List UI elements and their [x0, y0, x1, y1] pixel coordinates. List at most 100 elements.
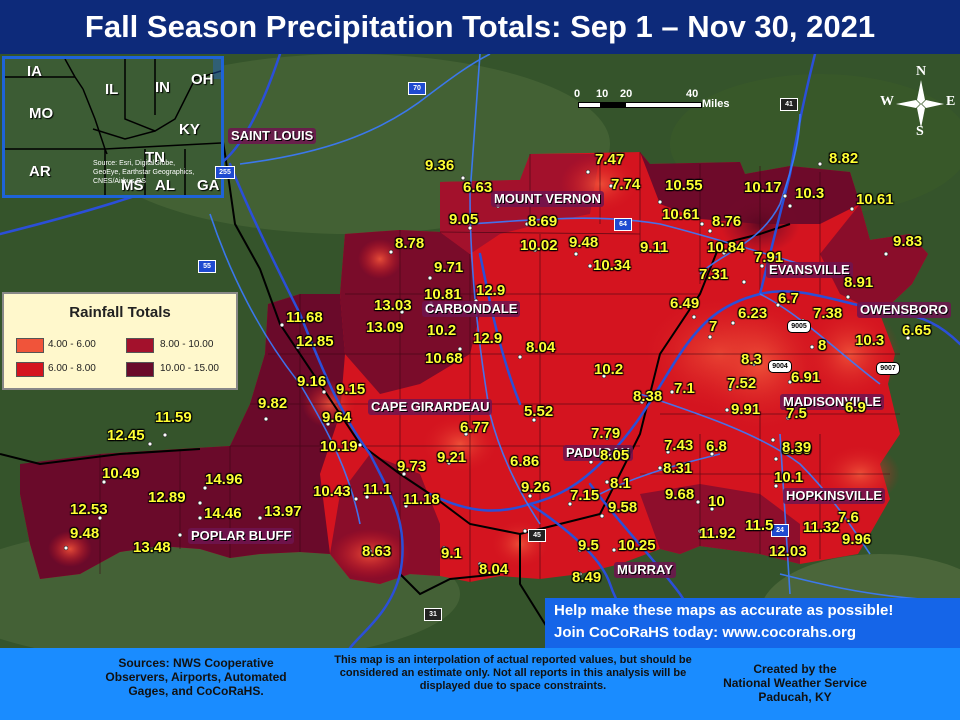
obs-value: 8.39 — [782, 441, 812, 458]
obs-value: 10.2 — [594, 361, 624, 378]
obs-value: 8.69 — [528, 213, 558, 230]
footer-credit-line-1: Created by the — [753, 662, 837, 676]
inset-state-ar: AR — [29, 163, 51, 180]
obs-value: 7.6 — [838, 509, 859, 526]
cocorahs-promo-banner[interactable]: Help make these maps as accurate as poss… — [545, 598, 960, 648]
obs-value: 10.3 — [795, 185, 825, 202]
inset-state-ga: GA — [197, 177, 220, 194]
obs-value: 7.47 — [595, 151, 625, 168]
inset-state-lines — [5, 59, 221, 195]
route-9004-shield-icon: 9004 — [768, 360, 792, 373]
inset-state-in: IN — [155, 79, 170, 96]
route-9007-shield-icon: 9007 — [876, 362, 900, 375]
i255-shield-icon: 255 — [215, 166, 235, 179]
city-poplar-bluff: POPLAR BLUFF — [188, 528, 295, 544]
obs-value: 7.91 — [754, 249, 784, 266]
inset-source-credit: Source: Esri, DigitalGlobe, GeoEye, Eart… — [93, 160, 195, 185]
inset-state-il: IL — [105, 81, 119, 98]
obs-value: 11.59 — [155, 409, 192, 426]
promo-line-1: Help make these maps as accurate as poss… — [554, 602, 894, 619]
obs-value: 12.89 — [148, 489, 186, 506]
obs-value: 8 — [818, 337, 827, 354]
legend-label-6-8: 6.00 - 8.00 — [48, 363, 96, 374]
obs-value: 11.1 — [363, 481, 392, 498]
obs-value: 11.92 — [699, 525, 736, 542]
i24-shield-icon: 24 — [771, 524, 789, 537]
obs-value: 10.3 — [855, 332, 885, 349]
map-title: Fall Season Precipitation Totals: Sep 1 … — [0, 0, 960, 54]
obs-value: 8.05 — [600, 447, 630, 464]
legend-label-10-15: 10.00 - 15.00 — [160, 363, 219, 374]
city-madisonville: MADISONVILLE — [780, 394, 885, 410]
obs-value: 9.82 — [258, 395, 288, 412]
obs-value: 12.9 — [473, 330, 503, 347]
city-saint-louis: SAINT LOUIS — [228, 128, 317, 144]
obs-value: 7.74 — [611, 176, 641, 193]
i70-shield-icon: 70 — [408, 82, 426, 95]
obs-value: 8.3 — [741, 351, 762, 368]
scale-bar-segment — [600, 103, 626, 107]
obs-value: 9.36 — [425, 157, 455, 174]
promo-line-2[interactable]: Join CoCoRaHS today: www.cocorahs.org — [554, 624, 856, 641]
i64-shield-icon: 64 — [614, 218, 632, 231]
footer-sources: Sources: NWS Cooperative Observers, Airp… — [105, 656, 287, 698]
obs-value: 8.49 — [572, 569, 602, 586]
obs-value: 9.48 — [569, 234, 599, 251]
obs-value: 9.64 — [322, 409, 352, 426]
obs-value: 12.03 — [769, 543, 807, 560]
obs-value: 6.7 — [778, 290, 799, 307]
compass-s: S — [916, 124, 924, 139]
obs-value: 12.53 — [70, 501, 108, 518]
obs-value: 11.18 — [403, 491, 440, 508]
obs-value: 6.63 — [463, 179, 493, 196]
legend-title: Rainfall Totals — [69, 304, 171, 321]
obs-value: 10.1 — [774, 469, 804, 486]
scale-tick-40: 40 — [686, 88, 699, 100]
obs-value: 6.65 — [902, 322, 932, 339]
obs-value: 8.1 — [610, 475, 631, 492]
compass-w: W — [880, 94, 894, 109]
obs-value: 9.1 — [441, 545, 462, 562]
obs-value: 7.5 — [786, 405, 807, 422]
inset-state-al: AL — [155, 177, 175, 194]
obs-value: 8.78 — [395, 235, 425, 252]
obs-value: 11.5 — [745, 517, 774, 534]
obs-value: 10.61 — [662, 206, 700, 223]
obs-value: 5.52 — [524, 403, 554, 420]
obs-value: 8.31 — [663, 460, 693, 477]
obs-value: 9.21 — [437, 449, 467, 466]
obs-value: 10.49 — [102, 465, 140, 482]
obs-value: 7.31 — [699, 266, 729, 283]
obs-value: 7.38 — [813, 305, 843, 322]
footer-bar: Sources: NWS Cooperative Observers, Airp… — [0, 648, 960, 720]
obs-value: 9.15 — [336, 381, 366, 398]
footer-credit: Created by the National Weather Service … — [700, 662, 890, 704]
obs-value: 7.1 — [674, 380, 695, 397]
obs-value: 6.91 — [791, 369, 821, 386]
obs-value: 14.46 — [204, 505, 242, 522]
obs-value: 13.03 — [374, 297, 412, 314]
city-carbondale: CARBONDALE — [422, 301, 521, 317]
compass-rose-icon — [896, 80, 944, 128]
obs-value: 7.52 — [727, 375, 757, 392]
obs-value: 6.9 — [845, 399, 866, 416]
obs-value: 9.73 — [397, 458, 427, 475]
obs-value: 10.55 — [665, 177, 703, 194]
inset-state-oh: OH — [191, 71, 214, 88]
scale-tick-0: 0 — [574, 88, 581, 100]
obs-value: 8.38 — [633, 388, 663, 405]
obs-value: 10.2 — [427, 322, 457, 339]
compass-n: N — [916, 64, 927, 79]
footer-credit-line-3: Paducah, KY — [758, 690, 832, 704]
obs-value: 9.68 — [665, 486, 695, 503]
obs-value: 9.83 — [893, 233, 923, 250]
footer-disclaimer: This map is an interpolation of actual r… — [334, 654, 692, 692]
inset-state-tn: TN — [145, 149, 165, 166]
obs-value: 14.96 — [205, 471, 243, 488]
legend-label-8-10: 8.00 - 10.00 — [160, 339, 214, 350]
map-canvas[interactable]: IA IL IN OH MO KY AR TN MS AL GA Source:… — [0, 54, 960, 648]
legend-swatch-4-6 — [16, 338, 44, 353]
city-cape-girardeau: CAPE GIRARDEAU — [368, 399, 493, 415]
obs-value: 10.68 — [425, 350, 463, 367]
legend-swatch-8-10 — [126, 338, 154, 353]
